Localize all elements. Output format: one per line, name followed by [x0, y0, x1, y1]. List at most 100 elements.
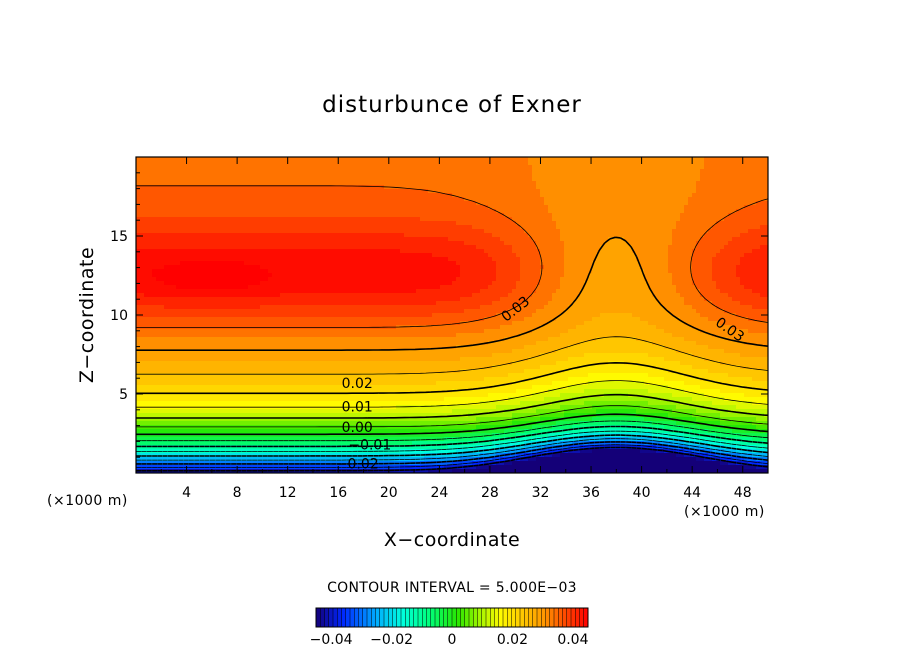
field-cell [148, 177, 153, 182]
field-cell [704, 265, 709, 270]
field-cell [712, 265, 717, 270]
field-cell [548, 205, 553, 210]
field-cell [688, 233, 693, 238]
field-cell [524, 245, 529, 250]
field-cell [636, 169, 641, 174]
field-cell [548, 277, 553, 282]
field-cell [440, 253, 445, 258]
field-cell [244, 217, 249, 222]
field-cell [388, 213, 393, 218]
field-cell [292, 233, 297, 238]
field-cell [280, 161, 285, 166]
field-cell [300, 197, 305, 202]
field-cell [312, 233, 317, 238]
field-cell [496, 161, 501, 166]
field-cell [668, 253, 673, 258]
field-cell [136, 217, 141, 222]
field-cell [532, 169, 537, 174]
field-cell [656, 221, 661, 226]
field-cell [388, 269, 393, 274]
field-cell [472, 169, 477, 174]
field-cell [556, 277, 561, 282]
field-cell [508, 249, 513, 254]
field-cell [336, 261, 341, 266]
field-cell [328, 205, 333, 210]
field-cell [548, 261, 553, 266]
field-cell [440, 237, 445, 242]
field-cell [400, 261, 405, 266]
field-cell [532, 209, 537, 214]
field-cell [492, 205, 497, 210]
field-cell [372, 261, 377, 266]
field-cell [508, 177, 513, 182]
field-cell [716, 165, 721, 170]
field-cell [412, 269, 417, 274]
field-cell [692, 173, 697, 178]
field-cell [680, 201, 685, 206]
field-cell [700, 221, 705, 226]
field-cell [352, 277, 357, 282]
field-cell [640, 217, 645, 222]
field-cell [680, 229, 685, 234]
field-cell [252, 233, 257, 238]
field-cell [588, 257, 593, 262]
field-cell [528, 165, 533, 170]
field-cell [640, 241, 645, 246]
field-cell [220, 249, 225, 254]
field-cell [260, 201, 265, 206]
field-cell [144, 165, 149, 170]
field-cell [292, 177, 297, 182]
field-cell [220, 157, 225, 162]
field-cell [440, 261, 445, 266]
field-cell [724, 193, 729, 198]
field-cell [728, 177, 733, 182]
field-cell [484, 185, 489, 190]
field-cell [400, 221, 405, 226]
field-cell [536, 217, 541, 222]
field-cell [444, 157, 449, 162]
field-cell [708, 205, 713, 210]
field-cell [228, 217, 233, 222]
field-cell [704, 253, 709, 258]
field-cell [416, 269, 421, 274]
field-cell [372, 221, 377, 226]
field-cell [248, 269, 253, 274]
field-cell [408, 161, 413, 166]
field-cell [524, 169, 529, 174]
field-cell [404, 241, 409, 246]
field-cell [552, 197, 557, 202]
field-cell [596, 229, 601, 234]
field-cell [760, 209, 765, 214]
field-cell [520, 213, 525, 218]
field-cell [332, 209, 337, 214]
field-cell [140, 225, 145, 230]
field-cell [508, 181, 513, 186]
field-cell [140, 213, 145, 218]
field-cell [500, 217, 505, 222]
field-cell [172, 277, 177, 282]
field-cell [708, 277, 713, 282]
field-cell [548, 237, 553, 242]
field-cell [180, 205, 185, 210]
field-cell [660, 253, 665, 258]
field-cell [352, 225, 357, 230]
field-cell [588, 213, 593, 218]
field-cell [168, 209, 173, 214]
field-cell [476, 165, 481, 170]
field-cell [588, 253, 593, 258]
field-cell [240, 261, 245, 266]
field-cell [604, 241, 609, 246]
field-cell [340, 173, 345, 178]
field-cell [408, 249, 413, 254]
field-cell [572, 237, 577, 242]
field-cell [304, 217, 309, 222]
field-cell [160, 157, 165, 162]
field-cell [604, 237, 609, 242]
field-cell [656, 205, 661, 210]
field-cell [320, 177, 325, 182]
field-cell [292, 217, 297, 222]
field-cell [144, 269, 149, 274]
field-cell [380, 189, 385, 194]
field-cell [568, 261, 573, 266]
field-cell [476, 253, 481, 258]
